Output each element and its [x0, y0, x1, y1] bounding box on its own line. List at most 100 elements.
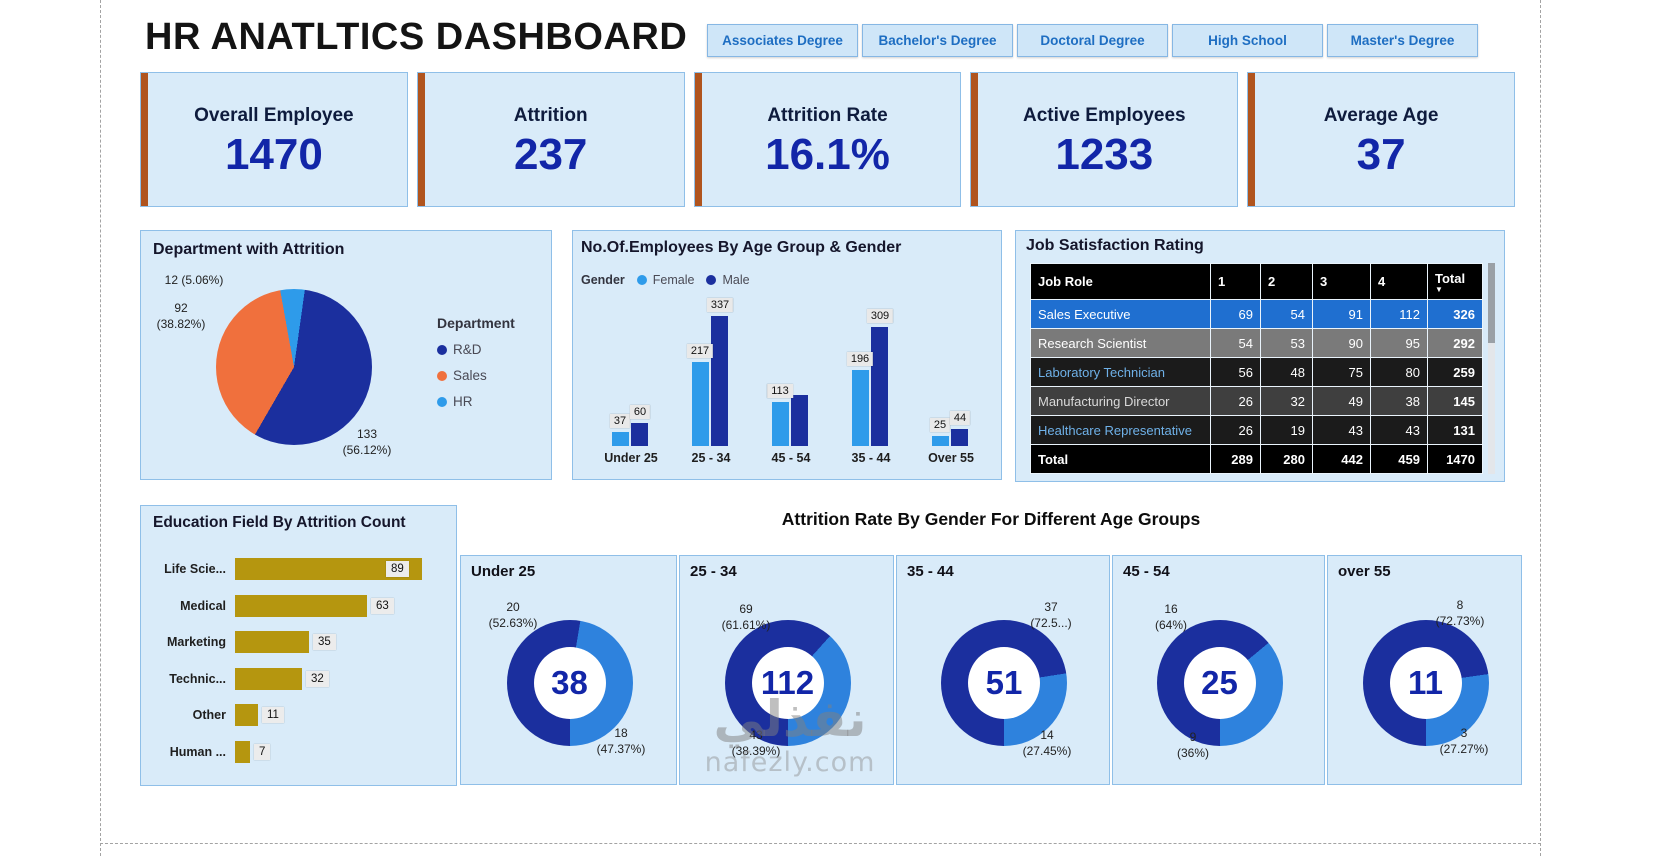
edu-bar-other[interactable]: [235, 704, 258, 726]
bar-male-25-34[interactable]: [711, 316, 728, 446]
filter-button-master-s-degree[interactable]: Master's Degree: [1327, 24, 1478, 57]
kpi-value: 1470: [224, 130, 323, 179]
donut-chart-35-44[interactable]: 51: [941, 620, 1067, 746]
bar-category-label: Over 55: [928, 451, 974, 465]
bar-female-under-25[interactable]: [612, 432, 629, 446]
edu-bar-life-scie[interactable]: [235, 558, 422, 580]
bar-value-label: 337: [706, 298, 734, 312]
edu-bar-medical[interactable]: [235, 594, 367, 617]
bar-female-over-55[interactable]: [932, 436, 949, 446]
bar-category-label: 35 - 44: [851, 451, 891, 465]
column-header-3[interactable]: 3: [1312, 263, 1371, 300]
bar-male-under-25[interactable]: [631, 423, 648, 446]
column-header-2[interactable]: 2: [1260, 263, 1313, 300]
panel-title-job-satisfaction: Job Satisfaction Rating: [1026, 237, 1204, 254]
table-scrollbar[interactable]: [1488, 263, 1495, 474]
filter-button-doctoral-degree[interactable]: Doctoral Degree: [1017, 24, 1168, 57]
bar-male-35-44[interactable]: [871, 327, 888, 446]
kpi-card-attrition-rate: Attrition Rate 16.1%: [693, 72, 962, 207]
kpi-label: Attrition Rate: [767, 105, 888, 126]
page-guide-left: [100, 0, 101, 856]
donut-chart-25-34[interactable]: 112: [724, 620, 851, 746]
bar-male-45-54[interactable]: [791, 395, 808, 446]
kpi-accent-bar: [694, 73, 702, 206]
donut-data-label: 3 (27.27%): [1439, 726, 1489, 756]
value-cell: 326: [1427, 299, 1483, 329]
edu-bar-row-other: Other 11: [151, 700, 284, 730]
legend-item-label: R&D: [453, 342, 482, 357]
value-cell: 49: [1312, 386, 1371, 416]
edu-bar-marketing[interactable]: [235, 631, 309, 653]
edu-category-label: Life Scie...: [164, 562, 226, 576]
column-header-total[interactable]: Total ▼: [1427, 263, 1483, 300]
value-cell: 75: [1312, 357, 1371, 387]
bar-category-label: Under 25: [604, 451, 658, 465]
table-row-laboratory-technician[interactable]: Laboratory Technician 56 48 75 80 259: [1030, 357, 1483, 387]
edu-bar-technic[interactable]: [235, 667, 302, 690]
donut-center-value: 112: [751, 647, 824, 719]
value-cell: 48: [1260, 357, 1313, 387]
bar-female-45-54[interactable]: [772, 402, 789, 446]
table-row-healthcare-representative[interactable]: Healthcare Representative 26 19 43 43 131: [1030, 415, 1483, 445]
total-value-cell: 459: [1370, 444, 1428, 474]
page-guide-bottom: [100, 843, 1541, 844]
edu-value-label: 89: [386, 561, 409, 577]
donut-chart-45-54[interactable]: 25: [1156, 620, 1283, 746]
kpi-accent-bar: [1248, 73, 1256, 206]
column-header-job-role[interactable]: Job Role: [1030, 263, 1211, 300]
donut-panel-title: over 55: [1338, 563, 1391, 580]
page-title: HR ANATLTICS DASHBOARD: [145, 16, 688, 58]
table-row-research-scientist[interactable]: Research Scientist 54 53 90 95 292: [1030, 328, 1483, 358]
legend-dot-icon: [706, 275, 717, 285]
total-value-cell: 442: [1312, 444, 1371, 474]
donut-panel-title: 45 - 54: [1123, 563, 1170, 580]
value-cell: 145: [1427, 386, 1483, 416]
column-header-4[interactable]: 4: [1370, 263, 1428, 300]
degree-filter-bar: Associates Degree Bachelor's Degree Doctor…: [707, 24, 1478, 57]
edu-bar-row-medical: Medical 63: [151, 591, 394, 621]
legend-item-label: HR: [453, 394, 473, 409]
edu-category-label: Human ...: [169, 744, 226, 759]
total-value-cell: 280: [1260, 444, 1313, 474]
legend-item-sales[interactable]: Sales: [437, 368, 515, 383]
filter-button-associates-degree[interactable]: Associates Degree: [707, 24, 858, 57]
filter-button-high-school[interactable]: High School: [1172, 24, 1323, 57]
donut-panel-title: 25 - 34: [690, 563, 737, 580]
legend-item-female[interactable]: Female: [636, 273, 694, 287]
value-cell: 69: [1210, 299, 1261, 329]
edu-value-label: 7: [254, 743, 271, 760]
table-header-row: Job Role 1 2 3 4 Total ▼: [1030, 263, 1483, 300]
kpi-value: 16.1%: [765, 130, 890, 179]
column-header-1[interactable]: 1: [1210, 263, 1261, 300]
donut-chart-over-55[interactable]: 11: [1362, 620, 1489, 746]
pie-data-label-sales: 92 (38.82%): [156, 301, 206, 331]
legend-item-hr[interactable]: HR: [437, 394, 515, 409]
value-cell: 95: [1370, 328, 1428, 358]
value-cell: 19: [1260, 415, 1313, 445]
bar-female-25-34[interactable]: [692, 362, 709, 446]
legend-title-department: Department: [437, 315, 515, 331]
table-row-manufacturing-director[interactable]: Manufacturing Director 26 32 49 38 145: [1030, 386, 1483, 416]
panel-department-attrition: Department with Attrition Department R&D…: [140, 230, 552, 480]
donut-data-label: 8 (72.73%): [1435, 598, 1485, 628]
department-pie-chart[interactable]: [216, 289, 372, 445]
donut-panel-35-44: 35 - 44 51 37 (72.5...) 14 (27.45%): [896, 555, 1110, 785]
filter-button-bachelor-s-degree[interactable]: Bachelor's Degree: [862, 24, 1013, 57]
value-cell: 80: [1370, 357, 1428, 387]
donut-chart-under-25[interactable]: 38: [506, 620, 633, 746]
sort-descending-icon: ▼: [1435, 284, 1443, 294]
edu-category-label: Other: [192, 708, 226, 722]
kpi-card-attrition: Attrition 237: [416, 72, 685, 207]
legend-item-label: Sales: [453, 368, 487, 383]
bar-female-35-44[interactable]: [852, 370, 869, 446]
bar-category-label: 45 - 54: [771, 451, 811, 465]
kpi-row: Overall Employee 1470 Attrition 237 Attritio…: [140, 72, 1515, 207]
donut-center-value: 25: [1183, 647, 1256, 719]
legend-item-male[interactable]: Male: [706, 273, 750, 287]
table-row-sales-executive[interactable]: Sales Executive 69 54 91 112 326: [1030, 299, 1483, 329]
bar-male-over-55[interactable]: [951, 429, 968, 446]
edu-bar-human[interactable]: [235, 740, 250, 763]
bar-value-label: 44: [949, 411, 971, 425]
scrollbar-thumb[interactable]: [1488, 263, 1495, 343]
legend-item-r-d[interactable]: R&D: [437, 342, 515, 357]
